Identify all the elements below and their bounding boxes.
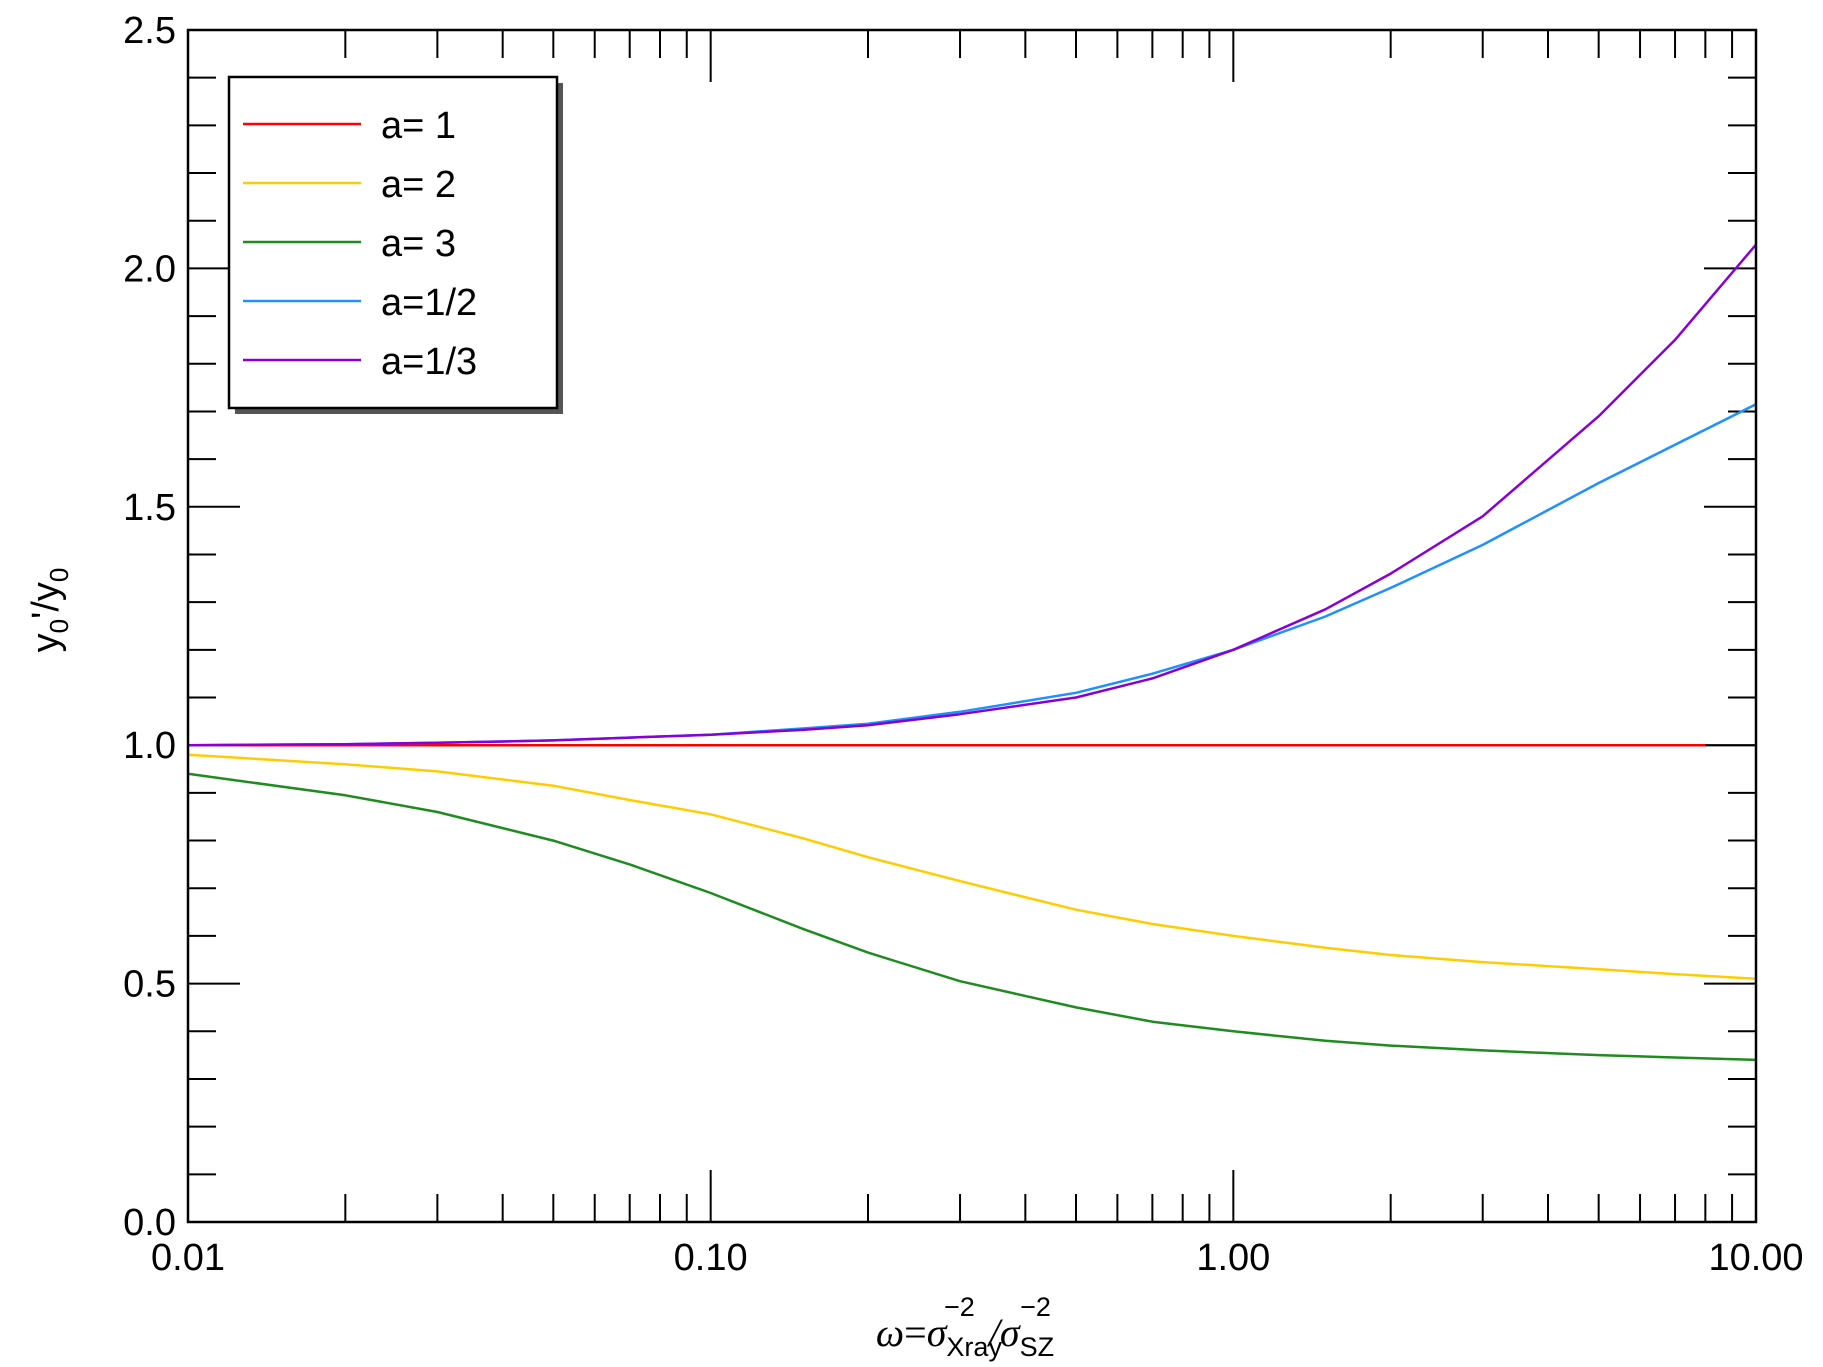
legend-label: a= 2	[381, 164, 456, 206]
y-tick-labels: 0.0 0.5 1.0 1.5 2.0 2.5	[123, 10, 176, 1244]
series-line	[187, 403, 1757, 747]
series-lines	[187, 243, 1757, 1062]
series-line	[187, 243, 1757, 747]
x-tick-label: 0.01	[151, 1237, 225, 1279]
x-tick-label: 0.10	[674, 1237, 748, 1279]
legend-label: a= 1	[381, 105, 456, 147]
series-line	[187, 772, 1757, 1062]
legend: a= 1 a= 2 a= 3 a=1/2 a=1/3	[227, 75, 563, 414]
y-axis-label: y0'/y0	[25, 568, 74, 653]
legend-label: a=1/2	[381, 282, 477, 324]
x-axis-label: ω=σXray−2/σSZ−2	[876, 1292, 1054, 1362]
legend-label: a= 3	[381, 223, 456, 265]
y-tick-label: 1.5	[123, 487, 176, 529]
x-tick-label: 1.00	[1196, 1237, 1270, 1279]
y-tick-label: 2.0	[123, 248, 176, 290]
series-line	[187, 753, 1757, 981]
y-tick-label: 0.0	[123, 1202, 176, 1244]
x-tick-label: 10.00	[1708, 1237, 1803, 1279]
y-tick-label: 0.5	[123, 964, 176, 1006]
y-tick-label: 1.0	[123, 725, 176, 767]
x-tick-labels: 0.01 0.10 1.00 10.00	[151, 1237, 1804, 1279]
legend-label: a=1/3	[381, 341, 477, 383]
y-tick-label: 2.5	[123, 10, 176, 52]
plot-frame	[186, 28, 1758, 1224]
